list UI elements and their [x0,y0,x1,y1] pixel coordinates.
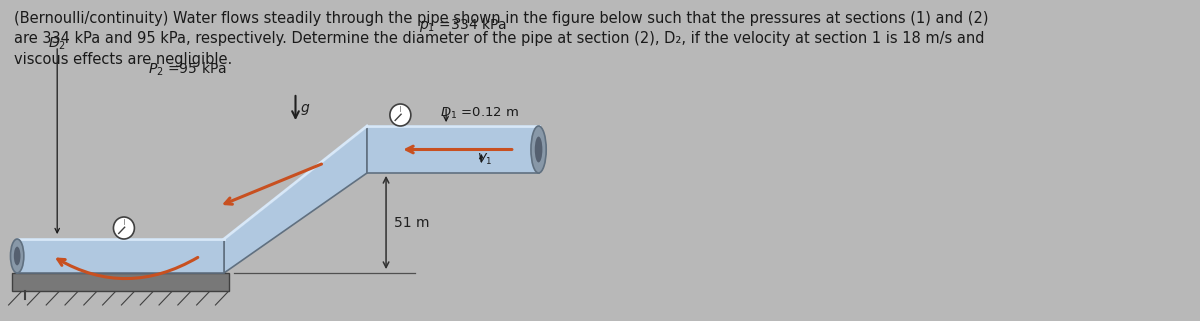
Polygon shape [17,239,224,273]
Text: $V_1$: $V_1$ [476,152,492,167]
Ellipse shape [11,239,24,273]
Circle shape [390,104,410,126]
Ellipse shape [14,247,20,265]
Polygon shape [12,273,229,291]
Ellipse shape [535,136,542,162]
Ellipse shape [530,126,546,173]
Text: $P_2$ =95 kPa: $P_2$ =95 kPa [148,61,227,78]
Polygon shape [367,126,539,173]
Text: $D_2$: $D_2$ [48,36,66,52]
Text: $p_1$ =334 kPa: $p_1$ =334 kPa [420,16,508,34]
Text: g: g [300,101,310,115]
Circle shape [114,217,134,239]
Text: (Bernoulli/continuity) Water flows steadily through the pipe shown in the figure: (Bernoulli/continuity) Water flows stead… [14,11,989,67]
Polygon shape [224,126,367,273]
Text: $D_1$ =0.12 m: $D_1$ =0.12 m [440,106,520,121]
Text: 51 m: 51 m [394,216,430,230]
